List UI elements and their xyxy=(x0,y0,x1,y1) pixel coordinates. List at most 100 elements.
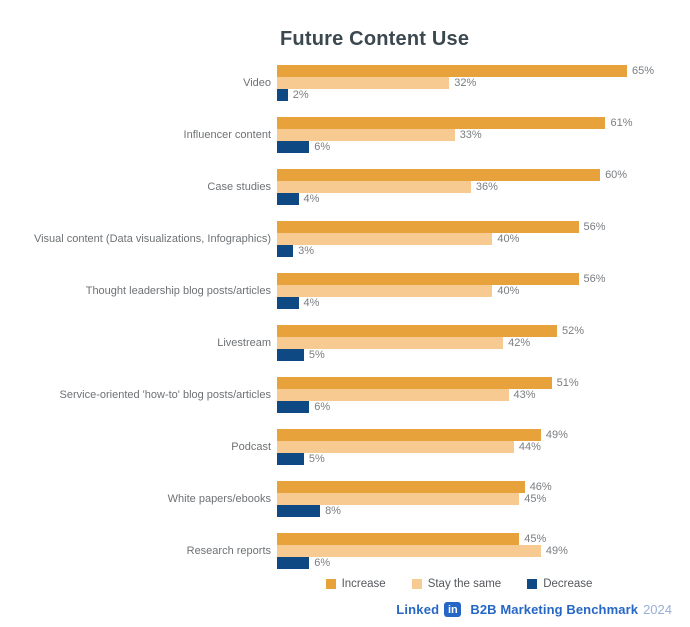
bar-line-decrease: 4% xyxy=(277,193,627,205)
chart-row: Service-oriented 'how-to' blog posts/art… xyxy=(0,377,690,413)
bar-increase xyxy=(277,65,627,77)
bar-value-label: 4% xyxy=(303,193,320,205)
chart-row: Video 65% 32% 2% xyxy=(0,65,690,101)
bar-decrease xyxy=(277,193,299,205)
bar-line-stay-the-same: 44% xyxy=(277,441,568,453)
legend-label: Decrease xyxy=(543,578,593,590)
bar-stay-the-same xyxy=(277,545,541,557)
bar-value-label: 8% xyxy=(325,505,341,517)
bar-value-label: 6% xyxy=(314,557,331,569)
bar-group: 52% 42% 5% xyxy=(277,325,584,361)
bar-stay-the-same xyxy=(277,233,493,245)
bar-decrease xyxy=(277,297,299,309)
bar-value-label: 43% xyxy=(513,389,536,401)
bar-line-stay-the-same: 40% xyxy=(277,233,606,245)
bar-group: 46% 45% 8% xyxy=(277,481,552,517)
bar-increase xyxy=(277,325,557,337)
chart-title: Future Content Use xyxy=(280,28,470,50)
bar-value-label: 4% xyxy=(303,297,320,309)
bar-stay-the-same xyxy=(277,337,504,349)
bar-line-decrease: 6% xyxy=(277,557,568,569)
bar-line-stay-the-same: 42% xyxy=(277,337,584,349)
bar-value-label: 60% xyxy=(605,169,628,181)
bar-line-increase: 56% xyxy=(277,221,606,233)
legend-label: Increase xyxy=(341,578,386,590)
category-label: Thought leadership blog posts/articles xyxy=(85,284,271,297)
chart-row: Podcast 49% 44% 5% xyxy=(0,429,690,465)
category-label: Influencer content xyxy=(183,128,271,141)
bar-group: 60% 36% 4% xyxy=(277,169,627,205)
bar-line-increase: 51% xyxy=(277,377,579,389)
bar-decrease xyxy=(277,245,294,257)
bar-stay-the-same xyxy=(277,389,509,401)
category-label: Service-oriented 'how-to' blog posts/art… xyxy=(59,388,271,401)
bar-line-stay-the-same: 40% xyxy=(277,285,606,297)
bar-decrease xyxy=(277,349,304,361)
bar-value-label: 32% xyxy=(454,77,477,89)
bar-group: 56% 40% 4% xyxy=(277,273,606,309)
bar-stay-the-same xyxy=(277,129,455,141)
bar-value-label: 6% xyxy=(314,141,331,153)
bar-increase xyxy=(277,117,606,129)
bar-value-label: 49% xyxy=(545,545,568,557)
bar-line-increase: 49% xyxy=(277,429,568,441)
bar-increase xyxy=(277,273,579,285)
bar-stay-the-same xyxy=(277,181,471,193)
chart-rows: Video 65% 32% 2% Influencer content 61% 33% 6% C… xyxy=(0,65,690,569)
category-label: White papers/ebooks xyxy=(167,492,271,505)
chart-row: Influencer content 61% 33% 6% xyxy=(0,117,690,153)
chart-row: Visual content (Data visualizations, Inf… xyxy=(0,221,690,257)
bar-line-decrease: 2% xyxy=(277,89,654,101)
bar-group: 65% 32% 2% xyxy=(277,65,654,101)
bar-line-decrease: 6% xyxy=(277,141,632,153)
legend-swatch-icon xyxy=(411,579,422,589)
bar-line-increase: 52% xyxy=(277,325,584,337)
footer-attribution: Linked in B2B Marketing Benchmark 2024 xyxy=(396,602,672,617)
bar-value-label: 33% xyxy=(459,129,482,141)
chart-row: White papers/ebooks 46% 45% 8% xyxy=(0,481,690,517)
bar-increase xyxy=(277,481,525,493)
bar-decrease xyxy=(277,505,321,517)
bar-increase xyxy=(277,533,520,545)
bar-line-decrease: 5% xyxy=(277,453,568,465)
bar-value-label: 49% xyxy=(545,429,568,441)
bar-increase xyxy=(277,429,541,441)
bar-value-label: 52% xyxy=(562,325,585,337)
bar-line-decrease: 3% xyxy=(277,245,606,257)
chart-row: Case studies 60% 36% 4% xyxy=(0,169,690,205)
legend-swatch-icon xyxy=(325,579,336,589)
bar-group: 56% 40% 3% xyxy=(277,221,606,257)
bar-decrease xyxy=(277,401,310,413)
footer-source-text: B2B Marketing Benchmark xyxy=(470,602,639,617)
bar-line-stay-the-same: 49% xyxy=(277,545,568,557)
bar-value-label: 5% xyxy=(308,453,325,465)
bar-value-label: 46% xyxy=(529,481,552,493)
bar-group: 61% 33% 6% xyxy=(277,117,632,153)
legend-item-increase: Increase xyxy=(325,578,386,590)
bar-line-stay-the-same: 32% xyxy=(277,77,654,89)
bar-group: 49% 44% 5% xyxy=(277,429,568,465)
footer-year: 2024 xyxy=(643,602,672,617)
bar-value-label: 56% xyxy=(583,221,606,233)
chart-row: Research reports 45% 49% 6% xyxy=(0,533,690,569)
bar-decrease xyxy=(277,453,304,465)
bar-value-label: 45% xyxy=(524,533,547,545)
legend: Increase Stay the same Decrease xyxy=(283,578,635,590)
category-label: Video xyxy=(243,76,271,89)
bar-stay-the-same xyxy=(277,77,450,89)
bar-value-label: 5% xyxy=(308,349,325,361)
bar-value-label: 3% xyxy=(298,245,315,257)
bar-line-increase: 45% xyxy=(277,533,568,545)
bar-value-label: 65% xyxy=(632,65,655,77)
bar-stay-the-same xyxy=(277,441,514,453)
bar-value-label: 36% xyxy=(475,181,498,193)
category-label: Podcast xyxy=(231,440,271,453)
bar-line-increase: 60% xyxy=(277,169,627,181)
category-label: Visual content (Data visualizations, Inf… xyxy=(33,232,271,245)
legend-label: Stay the same xyxy=(427,578,502,590)
linkedin-wordmark: Linked xyxy=(396,602,440,617)
bar-value-label: 2% xyxy=(292,89,309,101)
bar-stay-the-same xyxy=(277,285,493,297)
legend-item-decrease: Decrease xyxy=(527,578,592,590)
bar-line-stay-the-same: 36% xyxy=(277,181,627,193)
